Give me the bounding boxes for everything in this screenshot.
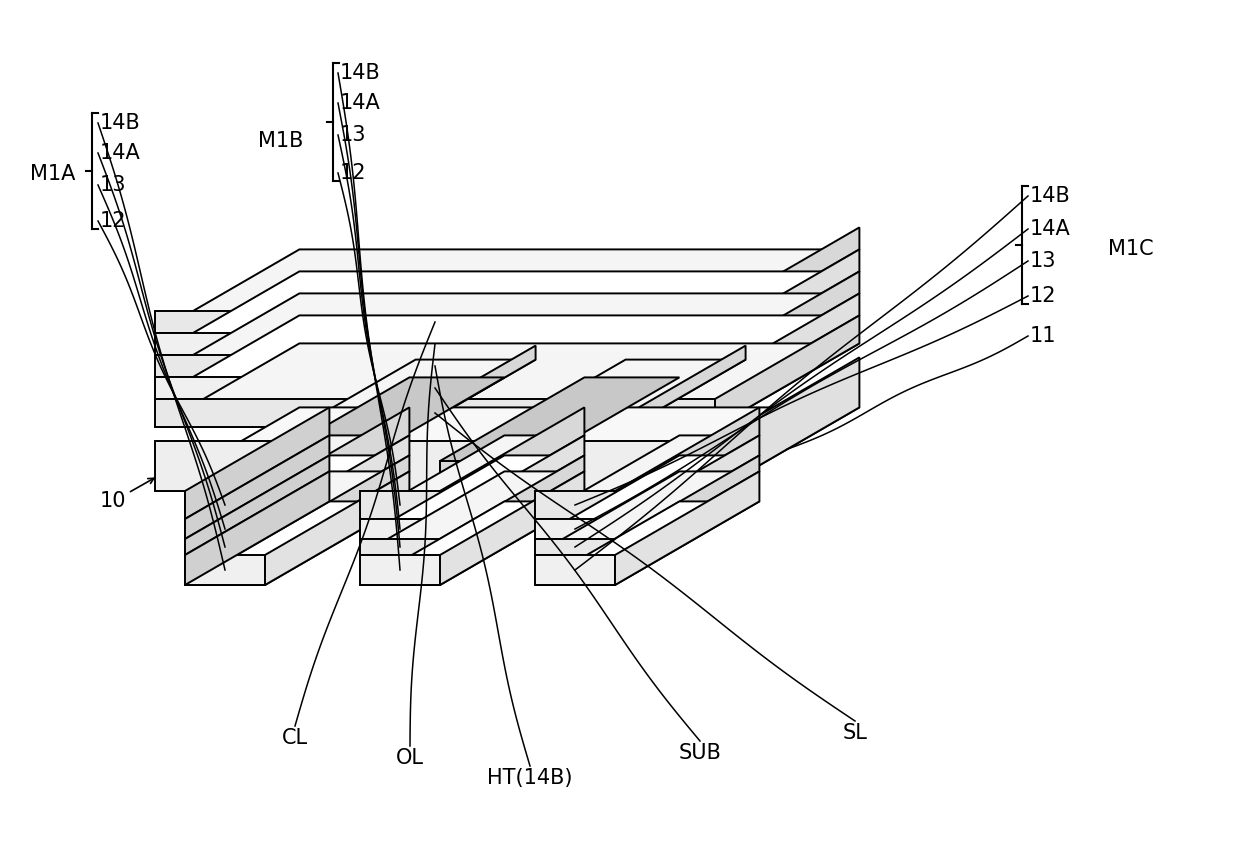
Polygon shape — [155, 407, 859, 491]
Polygon shape — [534, 539, 615, 555]
Polygon shape — [185, 501, 409, 585]
Text: SUB: SUB — [678, 743, 722, 763]
Polygon shape — [185, 555, 265, 585]
Polygon shape — [440, 378, 680, 461]
Polygon shape — [155, 399, 715, 427]
Polygon shape — [155, 355, 715, 377]
Polygon shape — [185, 539, 265, 555]
Polygon shape — [185, 455, 409, 539]
Polygon shape — [615, 407, 759, 519]
Text: 14B: 14B — [1030, 186, 1071, 206]
Polygon shape — [265, 407, 409, 519]
Text: 14B: 14B — [340, 63, 381, 83]
Polygon shape — [155, 377, 715, 399]
Polygon shape — [715, 250, 859, 355]
Polygon shape — [155, 343, 859, 427]
Polygon shape — [715, 294, 859, 399]
Polygon shape — [155, 311, 715, 333]
Polygon shape — [360, 472, 584, 555]
Text: 12: 12 — [1030, 286, 1056, 306]
Text: CL: CL — [281, 728, 308, 748]
Polygon shape — [360, 501, 584, 585]
Polygon shape — [534, 555, 615, 585]
Polygon shape — [185, 472, 330, 585]
Polygon shape — [534, 501, 759, 585]
Polygon shape — [715, 315, 859, 427]
Polygon shape — [440, 461, 534, 491]
Polygon shape — [265, 461, 360, 491]
Polygon shape — [185, 491, 265, 519]
Polygon shape — [440, 472, 584, 585]
Text: SL: SL — [842, 723, 868, 743]
Text: 14A: 14A — [1030, 219, 1071, 239]
Polygon shape — [155, 441, 715, 491]
Polygon shape — [399, 346, 536, 439]
Polygon shape — [185, 472, 409, 555]
Polygon shape — [615, 455, 759, 555]
Polygon shape — [265, 378, 505, 461]
Polygon shape — [185, 436, 409, 519]
Text: 12: 12 — [340, 163, 367, 183]
Polygon shape — [279, 425, 399, 439]
Polygon shape — [265, 455, 409, 555]
Polygon shape — [360, 539, 440, 555]
Text: 13: 13 — [340, 125, 367, 145]
Text: 13: 13 — [1030, 251, 1056, 271]
Polygon shape — [440, 407, 584, 519]
Polygon shape — [440, 455, 584, 555]
Polygon shape — [715, 272, 859, 377]
Text: 11: 11 — [1030, 326, 1056, 346]
Polygon shape — [360, 491, 440, 519]
Polygon shape — [534, 472, 759, 555]
Polygon shape — [265, 472, 409, 585]
Polygon shape — [265, 436, 409, 539]
Polygon shape — [155, 250, 859, 333]
Text: M1A: M1A — [30, 164, 76, 184]
Polygon shape — [715, 227, 859, 333]
Text: 13: 13 — [100, 175, 126, 195]
Text: 14A: 14A — [100, 143, 141, 163]
Polygon shape — [534, 491, 615, 519]
Polygon shape — [534, 436, 759, 519]
Text: 14B: 14B — [100, 113, 141, 133]
Polygon shape — [615, 472, 759, 585]
Text: M1B: M1B — [258, 131, 304, 151]
Polygon shape — [609, 346, 745, 439]
Polygon shape — [185, 455, 330, 555]
Polygon shape — [155, 272, 859, 355]
Text: OL: OL — [396, 748, 424, 768]
Polygon shape — [155, 333, 715, 355]
Polygon shape — [440, 436, 584, 539]
Text: M1C: M1C — [1109, 239, 1153, 259]
Polygon shape — [489, 425, 609, 439]
Polygon shape — [489, 360, 745, 439]
Polygon shape — [185, 436, 330, 539]
Polygon shape — [534, 455, 759, 539]
Polygon shape — [360, 519, 440, 539]
Polygon shape — [534, 519, 615, 539]
Polygon shape — [155, 315, 859, 399]
Polygon shape — [185, 407, 330, 519]
Polygon shape — [715, 357, 859, 491]
Polygon shape — [360, 555, 440, 585]
Text: 10: 10 — [100, 491, 126, 511]
Text: 14A: 14A — [340, 93, 381, 113]
Polygon shape — [155, 294, 859, 377]
Polygon shape — [360, 455, 584, 539]
Polygon shape — [185, 519, 265, 539]
Polygon shape — [279, 360, 536, 439]
Polygon shape — [615, 436, 759, 539]
Text: HT(14B): HT(14B) — [487, 768, 573, 788]
Polygon shape — [360, 436, 584, 519]
Text: 12: 12 — [100, 211, 126, 231]
